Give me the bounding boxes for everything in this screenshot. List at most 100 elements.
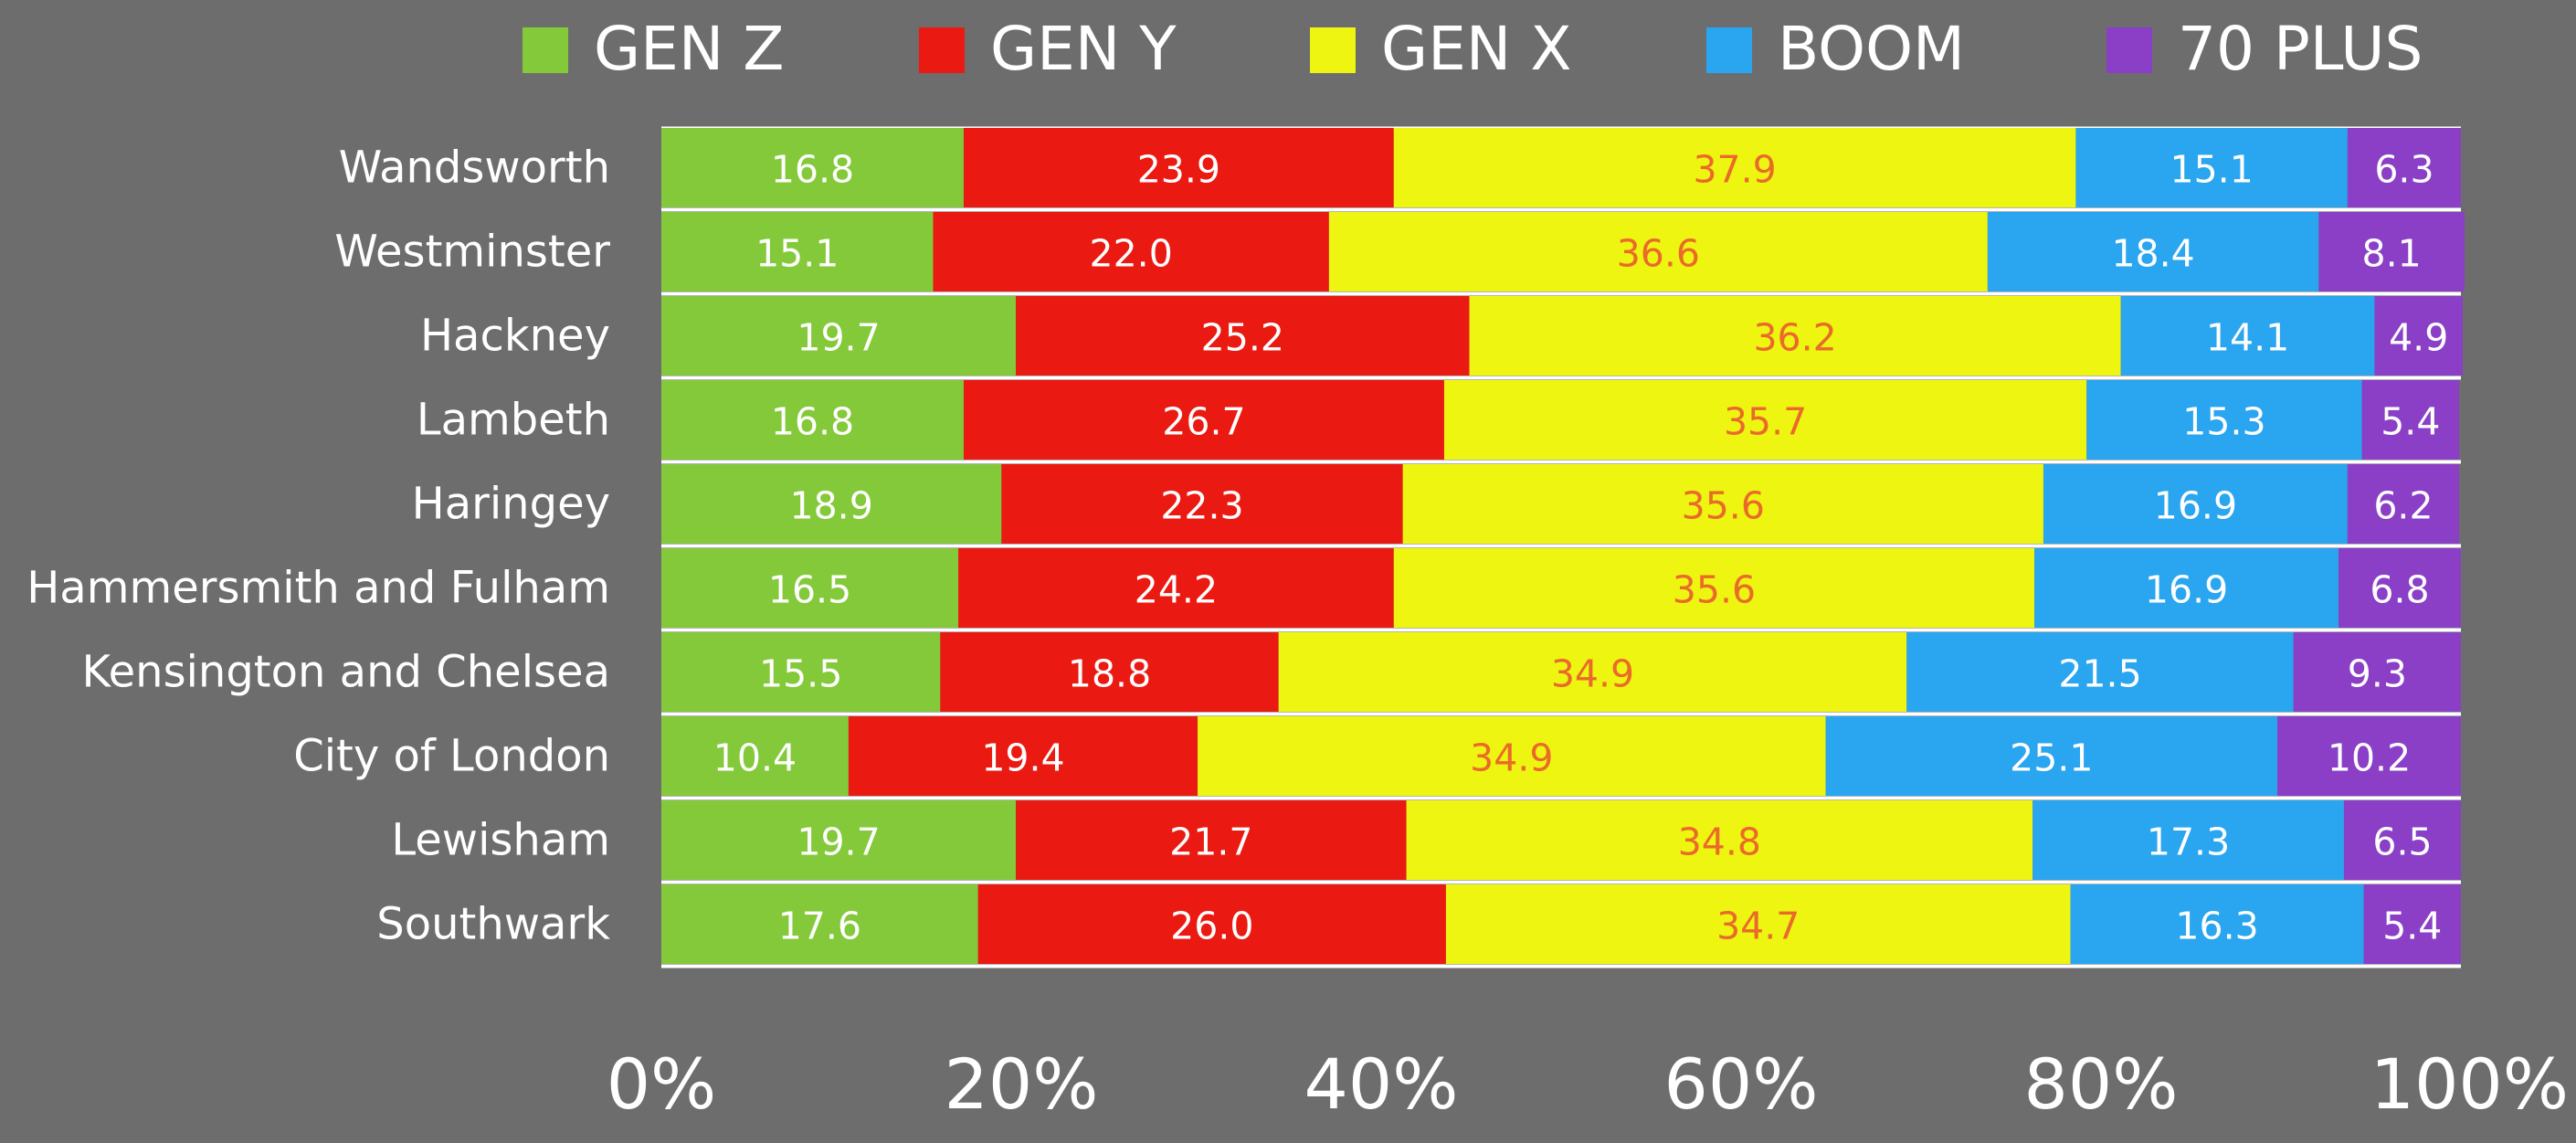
bar-segment-70-plus-hackney [2374, 296, 2463, 376]
data-label-70-plus-southwark: 5.4 [2382, 905, 2442, 948]
bar-segment-70-plus-southwark [2363, 884, 2461, 964]
data-label-gen-z-city-of-london: 10.4 [713, 736, 797, 780]
bar-segment-gen-x-hackney [1469, 296, 2121, 376]
bar-segment-gen-z-westminster [661, 212, 934, 291]
legend: GEN Z GEN Y GEN X BOOM 70 PLUS [523, 14, 2423, 84]
bar-segment-gen-y-lewisham [1016, 800, 1407, 880]
legend-item-gen-y: GEN Y [919, 14, 1177, 84]
data-label-70-plus-kensington-and-chelsea: 9.3 [2348, 652, 2407, 696]
data-label-boom-lewisham: 17.3 [2147, 820, 2230, 864]
bars: 16.8 23.9 37.9 15.1 6.3 15.1 22.0 36.6 18.4 8.1 19… [661, 126, 2465, 968]
bar-row-lewisham: 19.7 21.7 34.8 17.3 6.5 [661, 800, 2461, 884]
bar-segment-70-plus-lewisham [2343, 800, 2461, 880]
bar-segment-gen-x-lewisham [1406, 800, 2033, 880]
data-label-gen-y-hackney: 25.2 [1201, 316, 1284, 360]
x-tick-label-100: 100% [2370, 1043, 2569, 1125]
bar-segment-70-plus-haringey [2347, 464, 2460, 544]
data-label-gen-z-westminster: 15.1 [755, 232, 839, 276]
category-label-wandsworth: Wandsworth [339, 143, 610, 194]
data-label-70-plus-wandsworth: 6.3 [2374, 148, 2433, 192]
x-tick-label-80: 80% [2024, 1043, 2179, 1125]
bar-segment-gen-z-wandsworth [661, 128, 964, 207]
x-axis-ticks: 0% 20% 40% 60% 80% 100% [607, 1043, 2569, 1125]
data-label-gen-z-haringey: 18.9 [790, 484, 873, 528]
data-label-boom-hackney: 14.1 [2206, 316, 2289, 360]
x-tick-label-60: 60% [1664, 1043, 1819, 1125]
category-label-lambeth: Lambeth [417, 395, 610, 446]
data-label-gen-y-city-of-london: 19.4 [981, 736, 1064, 780]
bar-segment-gen-y-southwark [977, 884, 1446, 964]
data-label-gen-x-city-of-london: 34.9 [1470, 736, 1553, 780]
category-label-haringey: Haringey [412, 479, 610, 530]
legend-swatch-gen-x [1310, 27, 1356, 73]
bar-segment-gen-x-kensington-and-chelsea [1278, 632, 1907, 712]
x-tick-label-20: 20% [945, 1043, 1099, 1125]
bar-segment-gen-x-southwark [1445, 884, 2071, 964]
data-label-70-plus-haringey: 6.2 [2373, 484, 2433, 528]
bar-segment-gen-x-city-of-london [1198, 716, 1826, 796]
category-label-hammersmith-and-fulham: Hammersmith and Fulham [26, 563, 610, 614]
bar-row-wandsworth: 16.8 23.9 37.9 15.1 6.3 [661, 128, 2461, 212]
bar-segment-boom-wandsworth [2075, 128, 2348, 207]
bar-segment-boom-city-of-london [1825, 716, 2278, 796]
bar-segment-gen-x-wandsworth [1393, 128, 2076, 207]
bar-row-southwark: 17.6 26.0 34.7 16.3 5.4 [661, 884, 2461, 968]
bar-segment-boom-lambeth [2086, 380, 2362, 460]
data-label-gen-x-haringey: 35.6 [1682, 484, 1765, 528]
bar-segment-boom-hackney [2120, 296, 2375, 376]
data-label-gen-x-southwark: 34.7 [1716, 905, 1800, 948]
legend-item-gen-z: GEN Z [523, 14, 784, 84]
bar-segment-gen-z-kensington-and-chelsea [661, 632, 941, 712]
category-label-westminster: Westminster [334, 227, 610, 278]
legend-item-boom: BOOM [1706, 14, 1965, 84]
data-label-gen-x-lambeth: 35.7 [1724, 400, 1807, 444]
data-label-gen-y-westminster: 22.0 [1090, 232, 1173, 276]
legend-swatch-gen-z [523, 27, 568, 73]
bar-segment-70-plus-kensington-and-chelsea [2293, 632, 2461, 712]
bar-segment-boom-southwark [2070, 884, 2364, 964]
bar-segment-70-plus-hammersmith-and-fulham [2338, 548, 2461, 628]
bar-segment-gen-y-haringey [1001, 464, 1403, 544]
bar-segment-70-plus-city-of-london [2277, 716, 2461, 796]
data-label-gen-z-hackney: 19.7 [797, 316, 880, 360]
bar-segment-gen-z-lambeth [661, 380, 964, 460]
legend-label-gen-y: GEN Y [990, 14, 1177, 84]
bar-segment-gen-z-hammersmith-and-fulham [661, 548, 959, 628]
bar-segment-gen-y-hackney [1016, 296, 1470, 376]
bar-row-westminster: 15.1 22.0 36.6 18.4 8.1 [661, 212, 2465, 296]
data-label-gen-y-lewisham: 21.7 [1169, 820, 1252, 864]
data-label-boom-westminster: 18.4 [2111, 232, 2194, 276]
category-label-lewisham: Lewisham [391, 815, 610, 866]
legend-item-70-plus: 70 PLUS [2106, 14, 2423, 84]
bar-segment-gen-x-haringey [1402, 464, 2043, 544]
data-label-boom-kensington-and-chelsea: 21.5 [2058, 652, 2141, 696]
bar-row-lambeth: 16.8 26.7 35.7 15.3 5.4 [661, 380, 2461, 464]
bar-segment-gen-y-lambeth [963, 380, 1444, 460]
data-label-gen-z-kensington-and-chelsea: 15.5 [759, 652, 842, 696]
data-label-boom-city-of-london: 25.1 [2010, 736, 2093, 780]
data-label-gen-y-southwark: 26.0 [1170, 905, 1253, 948]
bar-segment-gen-z-lewisham [661, 800, 1017, 880]
data-label-gen-z-hammersmith-and-fulham: 16.5 [768, 568, 851, 612]
data-label-70-plus-lewisham: 6.5 [2372, 820, 2432, 864]
bar-segment-70-plus-wandsworth [2347, 128, 2461, 207]
legend-label-gen-z: GEN Z [594, 14, 784, 84]
data-label-gen-x-hackney: 36.2 [1753, 316, 1836, 360]
bar-row-hammersmith-and-fulham: 16.5 24.2 35.6 16.9 6.8 [661, 548, 2461, 632]
bar-segment-gen-z-haringey [661, 464, 1002, 544]
bar-segment-gen-y-westminster [933, 212, 1329, 291]
data-label-gen-y-lambeth: 26.7 [1162, 400, 1245, 444]
data-label-gen-y-haringey: 22.3 [1160, 484, 1243, 528]
legend-item-gen-x: GEN X [1310, 14, 1571, 84]
data-label-gen-z-lewisham: 19.7 [797, 820, 880, 864]
legend-swatch-70-plus [2106, 27, 2152, 73]
bar-segment-boom-haringey [2043, 464, 2348, 544]
data-label-70-plus-lambeth: 5.4 [2381, 400, 2440, 444]
data-label-gen-z-wandsworth: 16.8 [771, 148, 854, 192]
x-tick-label-40: 40% [1304, 1043, 1459, 1125]
bar-row-kensington-and-chelsea: 15.5 18.8 34.9 21.5 9.3 [661, 632, 2461, 716]
bar-segment-gen-x-westminster [1328, 212, 1988, 291]
category-label-kensington-and-chelsea: Kensington and Chelsea [82, 647, 610, 698]
bar-segment-boom-hammersmith-and-fulham [2034, 548, 2339, 628]
